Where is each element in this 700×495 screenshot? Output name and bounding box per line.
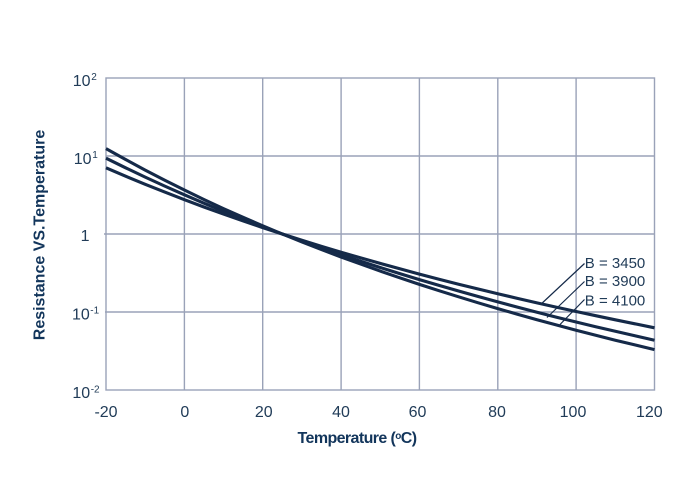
svg-text:B = 3900: B = 3900 <box>585 273 645 290</box>
svg-text:80: 80 <box>488 404 506 421</box>
svg-text:20: 20 <box>255 404 273 421</box>
svg-text:2: 2 <box>91 72 97 83</box>
svg-text:Resistance VS.Temperature: Resistance VS.Temperature <box>32 130 49 341</box>
svg-text:100: 100 <box>560 404 587 421</box>
svg-text:40: 40 <box>332 404 350 421</box>
svg-text:0: 0 <box>180 404 189 421</box>
svg-text:10: 10 <box>72 306 90 323</box>
svg-text:B = 3450: B = 3450 <box>585 255 645 272</box>
svg-text:1: 1 <box>92 150 98 161</box>
svg-text:1: 1 <box>81 228 90 245</box>
svg-text:-20: -20 <box>94 404 117 421</box>
svg-text:60: 60 <box>409 404 427 421</box>
svg-text:B = 4100: B = 4100 <box>585 293 645 310</box>
svg-text:Temperature (oC): Temperature (oC) <box>298 430 417 447</box>
svg-text:120: 120 <box>636 404 663 421</box>
svg-text:-2: -2 <box>91 385 100 396</box>
svg-text:10: 10 <box>72 385 90 402</box>
svg-text:10: 10 <box>74 151 92 168</box>
svg-text:10: 10 <box>73 73 91 90</box>
svg-text:-1: -1 <box>90 306 99 317</box>
